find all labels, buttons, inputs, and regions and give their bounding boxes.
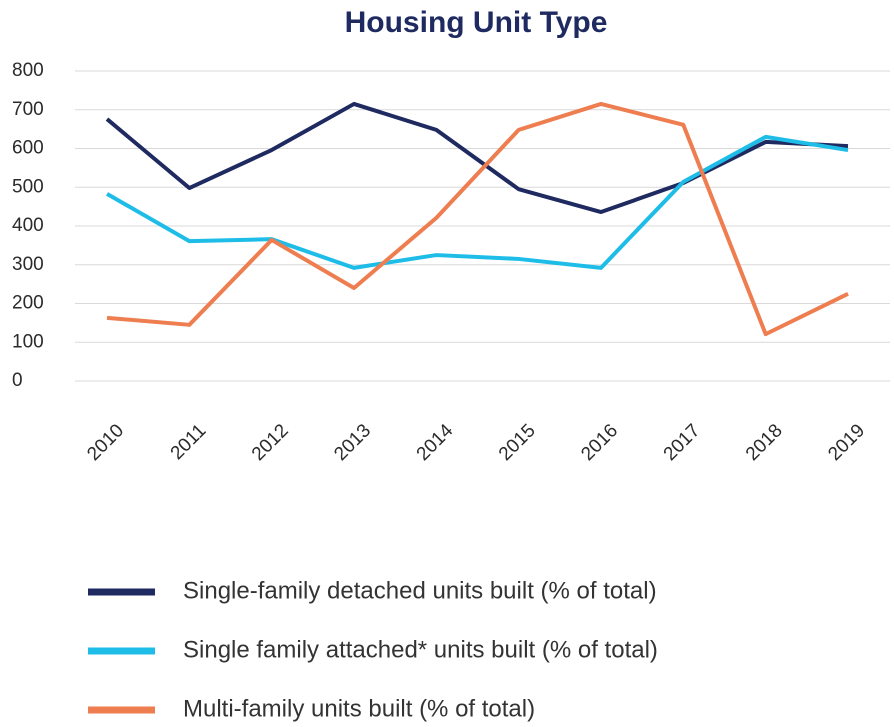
y-tick-label: 400 — [12, 215, 44, 236]
series-line — [106, 134, 849, 270]
x-tick-label: 2018 — [742, 420, 787, 465]
x-tick-label: 2017 — [660, 420, 705, 465]
y-tick-label: 700 — [12, 99, 44, 120]
legend-label: Multi-family units built (% of total) — [183, 695, 535, 722]
x-tick-label: 2019 — [824, 420, 869, 465]
y-tick-label: 300 — [12, 254, 44, 275]
x-tick-label: 2012 — [248, 420, 293, 465]
legend-label: Single family attached* units built (% o… — [183, 636, 658, 663]
legend-label: Single-family detached units built (% of… — [183, 577, 657, 604]
x-tick-label: 2015 — [495, 420, 540, 465]
series-line — [105, 101, 849, 215]
x-tick-label: 2011 — [167, 420, 211, 464]
x-tick-label: 2013 — [330, 420, 375, 465]
x-tick-label: 2010 — [83, 420, 128, 465]
x-tick-label: 2016 — [577, 420, 622, 465]
series-line — [106, 101, 849, 337]
y-tick-label: 600 — [12, 138, 44, 159]
y-tick-label: 100 — [12, 331, 44, 352]
y-tick-label: 500 — [12, 176, 44, 197]
chart-title: Housing Unit Type — [345, 6, 608, 39]
y-tick-label: 0 — [12, 370, 23, 391]
x-tick-label: 2014 — [413, 420, 458, 465]
y-tick-label: 200 — [12, 293, 44, 314]
y-tick-label: 800 — [12, 60, 44, 81]
